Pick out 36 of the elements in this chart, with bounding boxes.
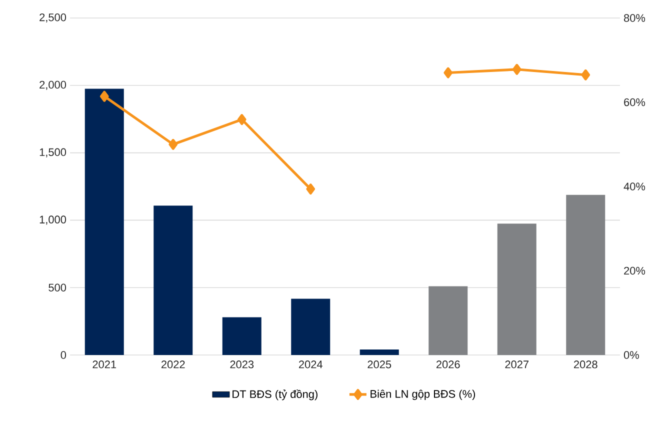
bar <box>222 317 262 355</box>
bar <box>291 298 330 355</box>
x-tick-label: 2027 <box>505 360 529 368</box>
x-tick-label: 2025 <box>368 360 392 368</box>
point <box>444 67 453 78</box>
bar <box>360 349 399 355</box>
bar <box>428 286 468 355</box>
y-tick-label: 0 <box>60 351 66 359</box>
y2-tick-label: 60% <box>624 98 646 106</box>
point <box>237 114 246 125</box>
y2-tick-label: 80% <box>624 14 646 22</box>
bar <box>566 194 606 355</box>
y-tick-label: 2,000 <box>40 80 66 90</box>
x-tick-label: 2022 <box>161 360 185 368</box>
point <box>100 90 109 102</box>
point <box>581 69 590 80</box>
x-tick-label: 2023 <box>230 360 254 368</box>
x-tick-label: 2024 <box>298 360 322 368</box>
y2-tick-label: 0% <box>624 351 639 359</box>
y-tick-label: 1,500 <box>40 148 66 158</box>
x-tick-label: 2028 <box>574 360 598 368</box>
legend-label: Biên LN gộp BĐS (%) <box>370 390 476 400</box>
bar <box>497 224 536 355</box>
y2-tick-label: 40% <box>624 182 646 190</box>
y2-tick-label: 20% <box>624 266 646 275</box>
bar <box>154 206 193 355</box>
bar <box>84 88 124 355</box>
y-tick-label: 2,500 <box>40 13 66 23</box>
point <box>512 64 522 75</box>
legend-label: DT BĐS (tỷ đồng) <box>232 390 318 400</box>
point <box>168 138 178 150</box>
y-tick-label: 1,000 <box>40 216 66 225</box>
x-tick-label: 2026 <box>436 360 460 368</box>
y-tick-label: 500 <box>48 284 66 292</box>
point <box>306 184 316 195</box>
x-tick-label: 2021 <box>92 360 116 368</box>
